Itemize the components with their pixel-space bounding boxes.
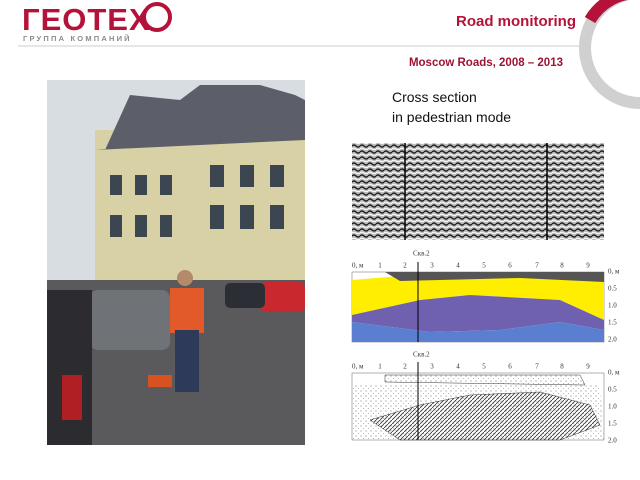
depth-label: 1.0 bbox=[608, 403, 617, 411]
distance-label: 2 bbox=[403, 262, 407, 270]
radargram bbox=[352, 143, 604, 240]
distance-label: 6 bbox=[508, 262, 512, 270]
distance-label: 0, м bbox=[352, 363, 364, 371]
decor-arc bbox=[584, 0, 628, 24]
photo bbox=[47, 80, 305, 445]
logo-mark bbox=[142, 2, 172, 32]
distance-label: 5 bbox=[482, 363, 486, 371]
distance-label: 1 bbox=[378, 262, 382, 270]
well-label: Скв.2 bbox=[413, 250, 430, 258]
depth-label: 0, м bbox=[608, 268, 620, 276]
slide-subtitle: Moscow Roads, 2008 – 2013 bbox=[409, 57, 563, 69]
distance-label: 0, м bbox=[352, 262, 364, 270]
distance-label: 4 bbox=[456, 363, 460, 371]
distance-label: 9 bbox=[586, 262, 590, 270]
distance-label: 8 bbox=[560, 363, 564, 371]
slide-title: Road monitoring bbox=[456, 13, 576, 30]
depth-label: 0.5 bbox=[608, 386, 617, 394]
distance-label: 2 bbox=[403, 363, 407, 371]
distance-label: 3 bbox=[430, 363, 434, 371]
layer-profile bbox=[351, 262, 605, 343]
caption-line: Cross section bbox=[392, 89, 477, 105]
distance-label: 1 bbox=[378, 363, 382, 371]
depth-label: 2.0 bbox=[608, 336, 617, 344]
distance-label: 6 bbox=[508, 363, 512, 371]
depth-label: 0.5 bbox=[608, 285, 617, 293]
distance-label: 8 bbox=[560, 262, 564, 270]
depth-label: 1.5 bbox=[608, 319, 617, 327]
depth-label: 0, м bbox=[608, 369, 620, 377]
logo-subtitle: ГРУППА КОМПАНИЙ bbox=[23, 34, 132, 43]
distance-label: 5 bbox=[482, 262, 486, 270]
decor-ring bbox=[579, 0, 640, 109]
logo: ГЕОТЕХ bbox=[22, 2, 151, 37]
distance-label: 4 bbox=[456, 262, 460, 270]
distance-label: 3 bbox=[430, 262, 434, 270]
geology-profile bbox=[351, 362, 605, 441]
distance-label: 7 bbox=[535, 262, 539, 270]
depth-label: 1.5 bbox=[608, 420, 617, 428]
caption-line: in pedestrian mode bbox=[392, 109, 511, 125]
depth-label: 2.0 bbox=[608, 437, 617, 445]
well-label: Скв.2 bbox=[413, 351, 430, 359]
distance-label: 7 bbox=[535, 363, 539, 371]
depth-label: 1.0 bbox=[608, 302, 617, 310]
distance-label: 9 bbox=[586, 363, 590, 371]
